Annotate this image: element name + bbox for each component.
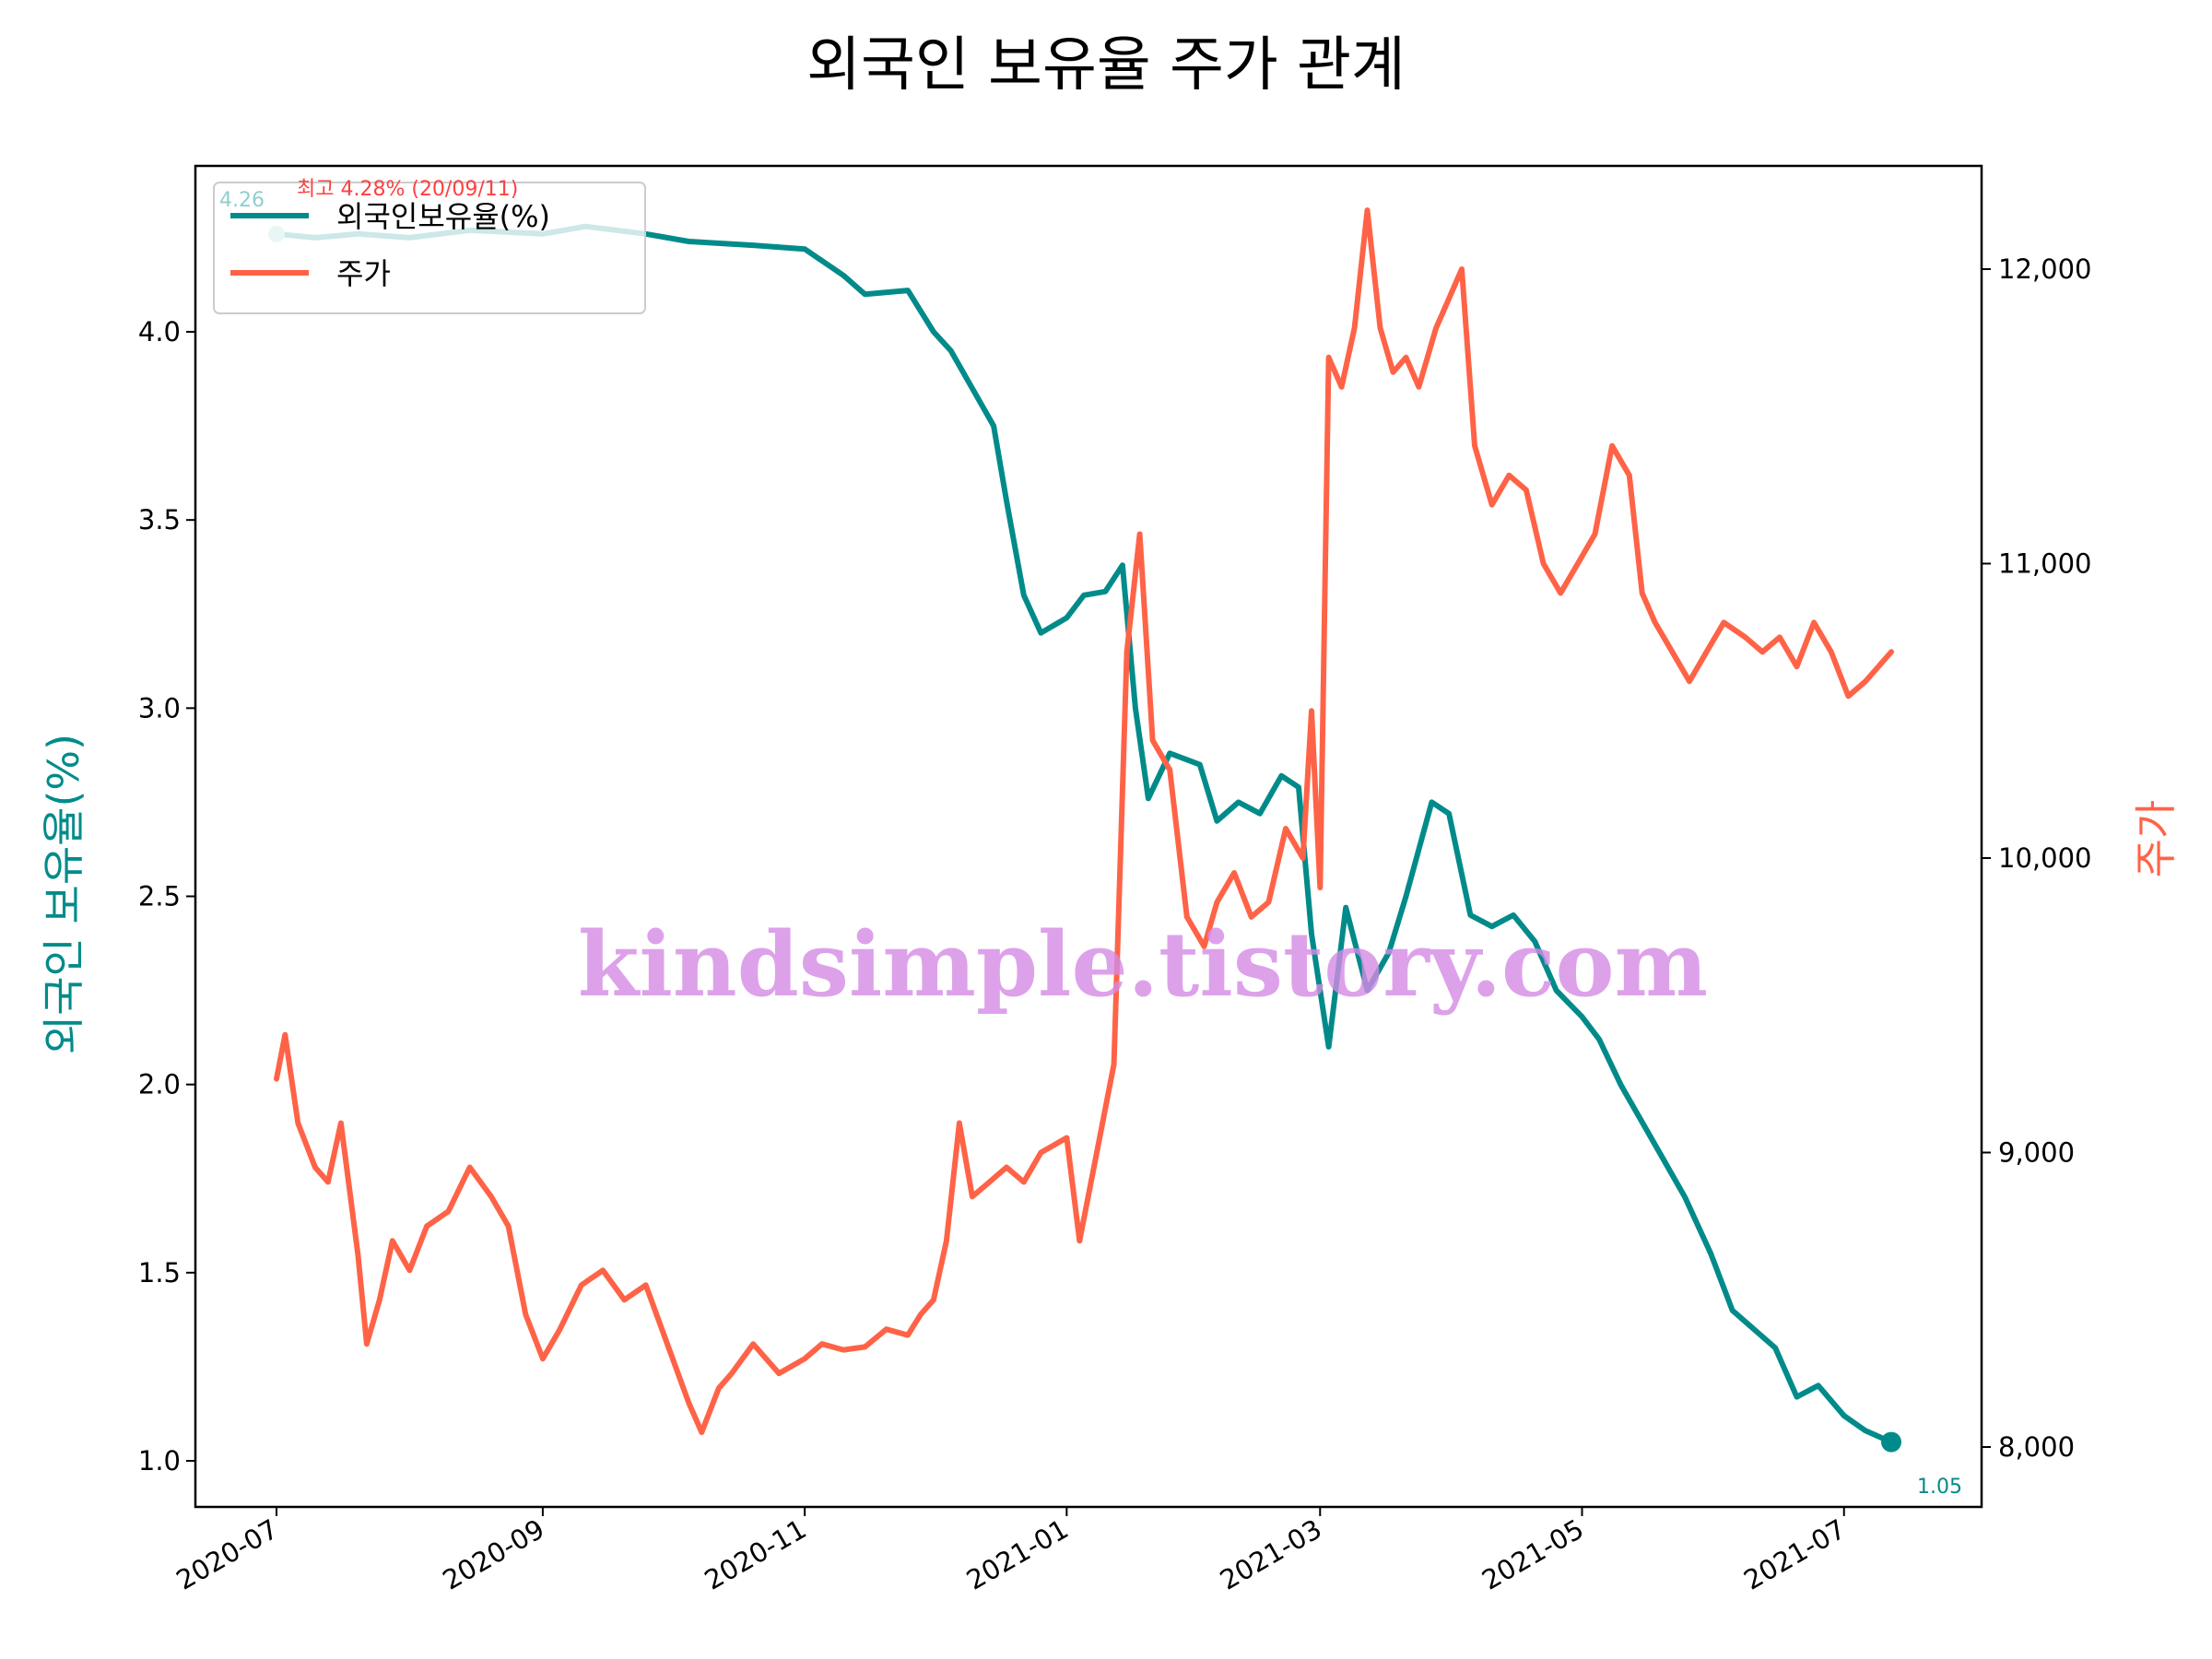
x-tick-label: 2020-11 — [700, 1513, 812, 1596]
x-tick-label: 2020-09 — [437, 1513, 549, 1596]
left-tick-label: 1.0 — [138, 1445, 181, 1477]
x-axis-ticks: 2020-07 2020-09 2020-11 2021-01 2021-03 2021-… — [171, 1507, 1851, 1596]
right-tick-label: 12,000 — [1998, 253, 2091, 285]
legend-ownership-label: 외국인보유율(%) — [336, 199, 550, 234]
right-axis-label: 주가 — [2131, 800, 2181, 878]
series-layer — [268, 207, 1901, 1453]
right-tick-label: 8,000 — [1998, 1431, 2075, 1463]
left-tick-label: 2.0 — [138, 1069, 181, 1100]
max-value-label: 최고 4.28% (20/09/11) — [297, 178, 518, 201]
right-axis-ticks: 8,000 9,000 10,000 11,000 12,000 — [1982, 253, 2091, 1463]
left-tick-label: 1.5 — [138, 1257, 181, 1288]
ownership-end-marker — [1881, 1431, 1901, 1453]
price-line — [274, 207, 1894, 1435]
plot-frame — [194, 164, 1983, 1509]
x-tick-label: 2021-03 — [1215, 1513, 1327, 1596]
x-tick-label: 2020-07 — [171, 1513, 284, 1596]
legend: 외국인보유율(%) 주가 — [213, 182, 646, 314]
left-axis-ticks: 1.0 1.5 2.0 2.5 3.0 3.5 4.0 — [138, 316, 195, 1477]
left-tick-label: 3.5 — [138, 504, 181, 535]
right-tick-label: 11,000 — [1998, 548, 2091, 580]
end-value-label: 1.05 — [1917, 1476, 1962, 1499]
right-tick-label: 10,000 — [1998, 842, 2091, 874]
left-axis-label: 외국인 보유율(%) — [39, 734, 88, 1054]
start-value-label: 4.26 — [219, 189, 265, 212]
left-tick-label: 4.0 — [138, 316, 181, 347]
watermark: kindsimple.tistory.com — [578, 912, 1708, 1017]
legend-price-label: 주가 — [336, 256, 391, 291]
right-tick-label: 9,000 — [1998, 1137, 2075, 1169]
legend-box — [213, 182, 646, 314]
x-tick-label: 2021-05 — [1477, 1513, 1589, 1596]
left-tick-label: 2.5 — [138, 881, 181, 912]
ownership-line — [274, 223, 1894, 1445]
x-tick-label: 2021-01 — [961, 1513, 1074, 1596]
left-tick-label: 3.0 — [138, 692, 181, 724]
x-tick-label: 2021-07 — [1738, 1513, 1851, 1596]
chart-title: 외국인 보유율 주가 관계 — [806, 31, 1406, 100]
